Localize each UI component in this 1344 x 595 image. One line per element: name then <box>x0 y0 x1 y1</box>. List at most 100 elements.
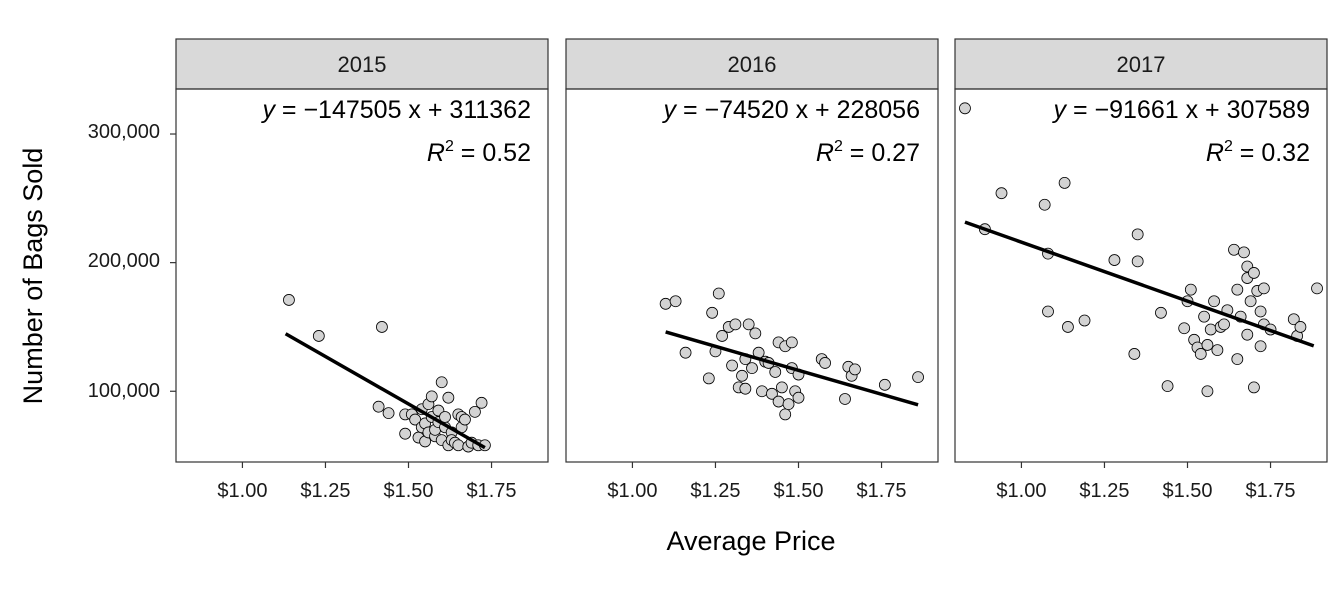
data-point <box>1201 385 1214 398</box>
data-point <box>779 408 792 421</box>
regression-line <box>964 220 1315 348</box>
data-point <box>1238 246 1250 259</box>
data-point <box>766 387 778 400</box>
data-point <box>775 381 788 394</box>
data-point <box>716 330 729 342</box>
regression-line <box>284 332 486 450</box>
x-axis-title: Average Price <box>666 526 835 556</box>
data-point <box>669 295 682 308</box>
data-point <box>469 405 481 418</box>
data-point <box>706 306 719 319</box>
data-point <box>726 359 738 372</box>
facet-panel-2015: 2015 y = −147505 x + 311362 R2 = 0.52 <box>175 38 549 463</box>
data-point <box>878 378 891 391</box>
data-point <box>452 439 465 452</box>
data-point <box>1218 318 1230 331</box>
data-point <box>792 391 805 404</box>
data-point <box>729 318 742 331</box>
y-tick-label: 200,000 <box>88 250 160 272</box>
data-point <box>819 357 831 369</box>
data-point <box>659 297 672 310</box>
x-tick-label: $1.25 <box>1079 480 1129 502</box>
x-tick-label: $1.75 <box>1246 480 1296 502</box>
x-tick-label: $1.25 <box>690 480 740 502</box>
x-tick-label: $1.75 <box>467 480 517 502</box>
y-axis-title: Number of Bags Sold <box>18 148 48 405</box>
data-point <box>475 396 488 409</box>
x-tick-label: $1.00 <box>217 480 267 502</box>
facet-strip <box>954 38 1328 90</box>
data-point <box>399 427 412 440</box>
regression-line <box>665 330 919 407</box>
data-point <box>1228 243 1240 256</box>
facet-strip-label: 2016 <box>728 52 777 77</box>
data-point <box>1211 344 1224 357</box>
data-point <box>1178 322 1191 335</box>
r-squared-label: R2 = 0.32 <box>1206 138 1310 167</box>
panel-border <box>565 88 939 463</box>
x-tick-label: $1.00 <box>996 480 1046 502</box>
data-point <box>959 102 971 115</box>
panel-border <box>175 88 549 463</box>
data-point <box>1062 321 1074 333</box>
data-point <box>912 371 924 384</box>
facet-strip-label: 2015 <box>338 52 387 77</box>
r-squared-label: R2 = 0.27 <box>816 138 920 167</box>
data-point <box>746 362 758 375</box>
data-point <box>409 413 422 426</box>
data-point <box>1128 348 1141 360</box>
data-point <box>442 391 455 404</box>
data-point <box>679 346 692 359</box>
data-point <box>1078 314 1091 327</box>
data-point <box>1248 381 1260 394</box>
data-point <box>702 372 715 385</box>
data-point <box>1311 282 1323 295</box>
r-squared-label: R2 = 0.52 <box>427 138 531 167</box>
data-point <box>712 287 725 300</box>
data-point <box>995 187 1008 200</box>
data-point <box>1058 176 1071 189</box>
data-point <box>1155 306 1167 319</box>
x-tick-label: $1.00 <box>607 480 657 502</box>
y-tick-label: 100,000 <box>88 380 160 402</box>
x-tick-label: $1.50 <box>1162 480 1212 502</box>
data-point <box>1241 328 1254 341</box>
regression-equation: y = −91661 x + 307589 <box>1052 96 1310 124</box>
data-point <box>435 376 448 389</box>
data-point <box>1208 295 1220 308</box>
facet-panel-2017: 2017 y = −91661 x + 307589 R2 = 0.32 <box>954 38 1328 463</box>
data-point <box>1161 380 1174 393</box>
data-point <box>785 336 798 349</box>
data-point <box>1042 305 1054 318</box>
data-point <box>1194 348 1207 360</box>
data-point <box>1248 267 1260 279</box>
data-point <box>756 385 768 398</box>
data-point <box>742 318 755 331</box>
data-point <box>1038 198 1051 211</box>
data-point <box>1257 282 1270 295</box>
data-point <box>283 294 295 306</box>
facet-strip <box>175 38 549 90</box>
data-point <box>459 413 471 426</box>
x-tick-label: $1.50 <box>383 480 433 502</box>
regression-equation: y = −74520 x + 228056 <box>662 96 920 124</box>
facet-strip <box>565 38 939 90</box>
data-point <box>1254 340 1267 353</box>
data-point <box>782 398 795 411</box>
data-point <box>849 363 861 376</box>
data-point <box>1204 323 1217 336</box>
panel-border <box>954 88 1328 463</box>
data-point <box>772 395 785 408</box>
data-point <box>1287 313 1300 326</box>
x-tick-label: $1.25 <box>300 480 350 502</box>
data-point <box>372 400 385 413</box>
data-point <box>1231 283 1244 296</box>
data-point <box>312 330 325 342</box>
data-point <box>1198 310 1211 323</box>
data-point <box>839 393 851 405</box>
data-point <box>1294 321 1307 333</box>
data-point <box>736 369 748 382</box>
data-point <box>769 366 782 378</box>
data-point <box>376 321 388 333</box>
